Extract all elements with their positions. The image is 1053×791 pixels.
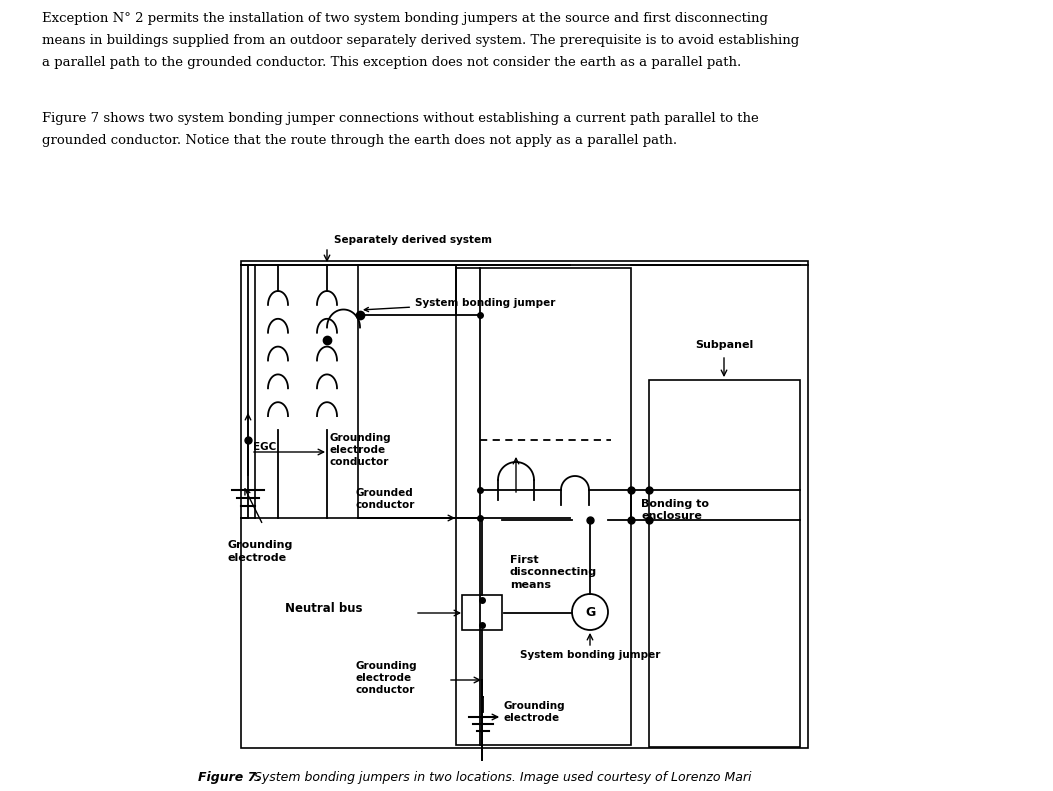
Text: First
disconnecting
means: First disconnecting means <box>510 555 597 590</box>
Text: Grounding
electrode
conductor: Grounding electrode conductor <box>355 660 417 695</box>
Text: Bonding to
enclosure: Bonding to enclosure <box>641 499 709 521</box>
Text: Figure 7.: Figure 7. <box>198 771 261 784</box>
Text: System bonding jumper: System bonding jumper <box>364 298 555 312</box>
Text: Exception N° 2 permits the installation of two system bonding jumpers at the sou: Exception N° 2 permits the installation … <box>42 12 768 25</box>
Text: Grounding
electrode: Grounding electrode <box>229 540 294 563</box>
Bar <box>649 380 800 747</box>
Text: Grounding
electrode
conductor: Grounding electrode conductor <box>330 433 392 467</box>
Text: Grounding
electrode: Grounding electrode <box>503 701 564 723</box>
Bar <box>241 261 808 748</box>
Text: Figure 7 shows two system bonding jumper connections without establishing a curr: Figure 7 shows two system bonding jumper… <box>42 112 759 125</box>
Text: a parallel path to the grounded conductor. This exception does not consider the : a parallel path to the grounded conducto… <box>42 56 741 69</box>
Text: Subpanel: Subpanel <box>695 340 753 350</box>
Bar <box>462 595 502 630</box>
Bar <box>456 268 631 745</box>
Text: G: G <box>584 605 595 619</box>
Text: Grounded
conductor: Grounded conductor <box>355 487 415 510</box>
Text: Separately derived system: Separately derived system <box>334 235 492 245</box>
Text: grounded conductor. Notice that the route through the earth does not apply as a : grounded conductor. Notice that the rout… <box>42 134 677 147</box>
Text: Neutral bus: Neutral bus <box>285 601 362 615</box>
Bar <box>255 265 358 518</box>
Text: means in buildings supplied from an outdoor separately derived system. The prere: means in buildings supplied from an outd… <box>42 34 799 47</box>
Text: EGC: EGC <box>253 442 276 452</box>
Text: System bonding jumpers in two locations. Image used courtesy of Lorenzo Mari: System bonding jumpers in two locations.… <box>250 771 752 784</box>
Text: System bonding jumper: System bonding jumper <box>520 650 660 660</box>
